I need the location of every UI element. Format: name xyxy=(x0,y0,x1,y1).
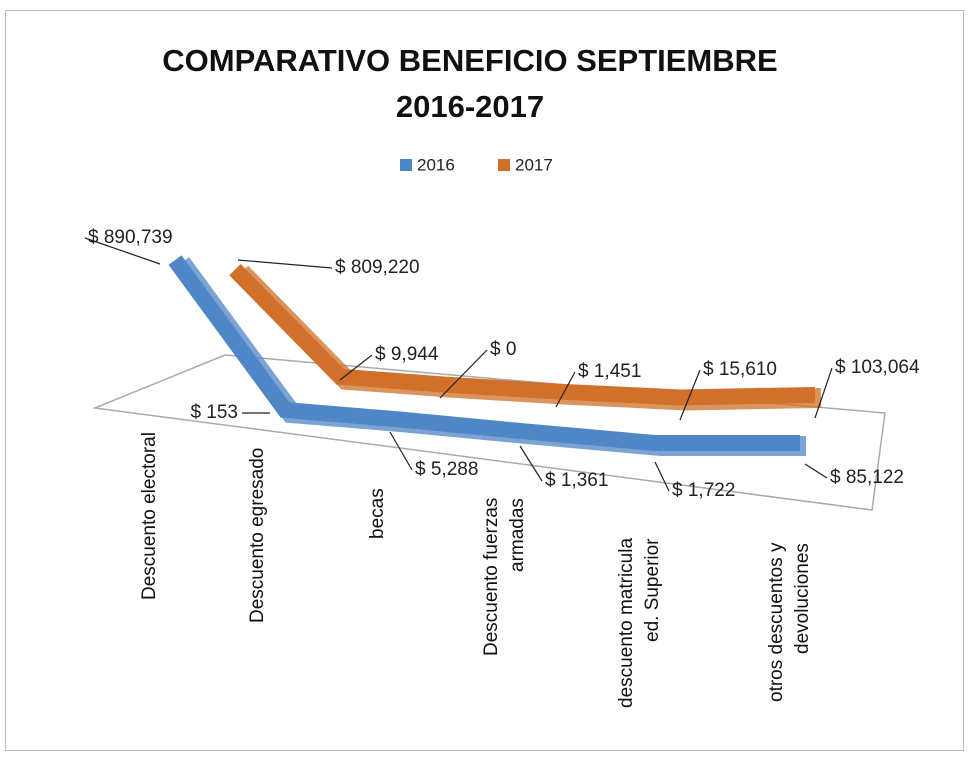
leader-line xyxy=(555,371,576,408)
x-tick-label: Descuento egresado xyxy=(247,448,268,624)
x-tick-label: otros descuentos y devoluciones xyxy=(766,543,813,703)
leader-line xyxy=(237,259,333,269)
x-tick-label: descuento matricula ed. Superior xyxy=(616,538,663,709)
legend-label: 2017 xyxy=(515,155,553,174)
series-line xyxy=(168,255,801,452)
data-label: $ 809,220 xyxy=(335,257,420,278)
legend-label: 2016 xyxy=(417,155,455,174)
leader-line xyxy=(439,349,488,399)
data-label: $ 5,288 xyxy=(415,459,478,480)
data-label: $ 1,361 xyxy=(545,470,608,491)
data-label: $ 890,739 xyxy=(88,227,173,248)
data-label: $ 15,610 xyxy=(703,359,777,380)
data-label: $ 0 xyxy=(490,339,516,360)
leader-line xyxy=(339,354,373,381)
leader-line xyxy=(654,461,670,492)
data-label: $ 103,064 xyxy=(835,357,920,378)
leader-line xyxy=(679,369,701,421)
leader-line xyxy=(804,463,828,479)
data-label: $ 85,122 xyxy=(830,467,904,488)
leader-line xyxy=(814,367,833,419)
leader-line xyxy=(389,431,413,471)
chart-title: COMPARATIVO BENEFICIO SEPTIEMBRE 2016-20… xyxy=(162,43,778,124)
data-label: $ 153 xyxy=(190,402,238,423)
data-label: $ 1,451 xyxy=(578,361,641,382)
x-tick-label: Descuento electoral xyxy=(139,432,160,600)
leader-line xyxy=(519,445,543,482)
legend-swatch xyxy=(400,159,412,171)
floor-plane xyxy=(92,354,886,511)
series-line xyxy=(229,264,816,406)
leader-line xyxy=(84,237,161,265)
data-label: $ 9,944 xyxy=(375,344,439,365)
x-tick-label: becas xyxy=(367,488,388,539)
data-label: $ 1,722 xyxy=(672,480,735,501)
x-tick-label: Descuento fuerzas armadas xyxy=(481,498,528,657)
legend-swatch xyxy=(498,159,510,171)
